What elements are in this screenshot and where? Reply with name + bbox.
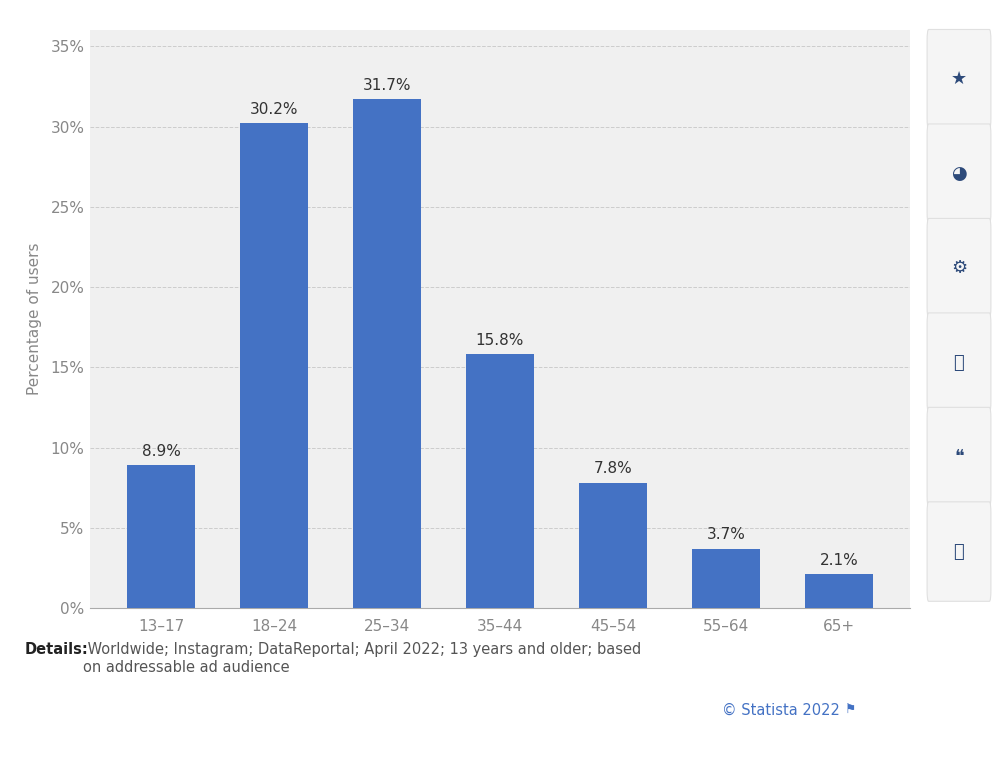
FancyBboxPatch shape: [927, 407, 991, 507]
Bar: [805, 575, 873, 608]
Text: ⚙: ⚙: [951, 259, 967, 277]
Bar: [692, 549, 760, 608]
Text: Details:: Details:: [25, 642, 89, 657]
Text: 7.8%: 7.8%: [594, 461, 632, 477]
Bar: [353, 100, 421, 608]
Bar: [240, 123, 308, 608]
Text: ⥂: ⥂: [954, 353, 964, 372]
Text: 8.9%: 8.9%: [142, 444, 181, 459]
Text: 15.8%: 15.8%: [476, 333, 524, 348]
FancyBboxPatch shape: [927, 124, 991, 223]
Bar: [579, 483, 647, 608]
Bar: [127, 465, 195, 608]
Text: Worldwide; Instagram; DataReportal; April 2022; 13 years and older; based
on add: Worldwide; Instagram; DataReportal; Apri…: [83, 642, 641, 675]
Text: 2.1%: 2.1%: [819, 553, 858, 568]
Text: ⚑: ⚑: [845, 703, 856, 716]
Text: ❝: ❝: [954, 448, 964, 466]
Text: © Statista 2022: © Statista 2022: [722, 703, 840, 718]
Text: ⎙: ⎙: [954, 543, 964, 561]
Text: ◕: ◕: [951, 165, 967, 182]
FancyBboxPatch shape: [927, 218, 991, 318]
Text: ★: ★: [951, 70, 967, 88]
FancyBboxPatch shape: [927, 313, 991, 413]
Text: 30.2%: 30.2%: [250, 102, 298, 117]
FancyBboxPatch shape: [927, 30, 991, 129]
Text: 31.7%: 31.7%: [363, 78, 411, 93]
Bar: [466, 354, 534, 608]
FancyBboxPatch shape: [927, 502, 991, 601]
Y-axis label: Percentage of users: Percentage of users: [27, 243, 42, 395]
Text: 3.7%: 3.7%: [706, 527, 745, 542]
